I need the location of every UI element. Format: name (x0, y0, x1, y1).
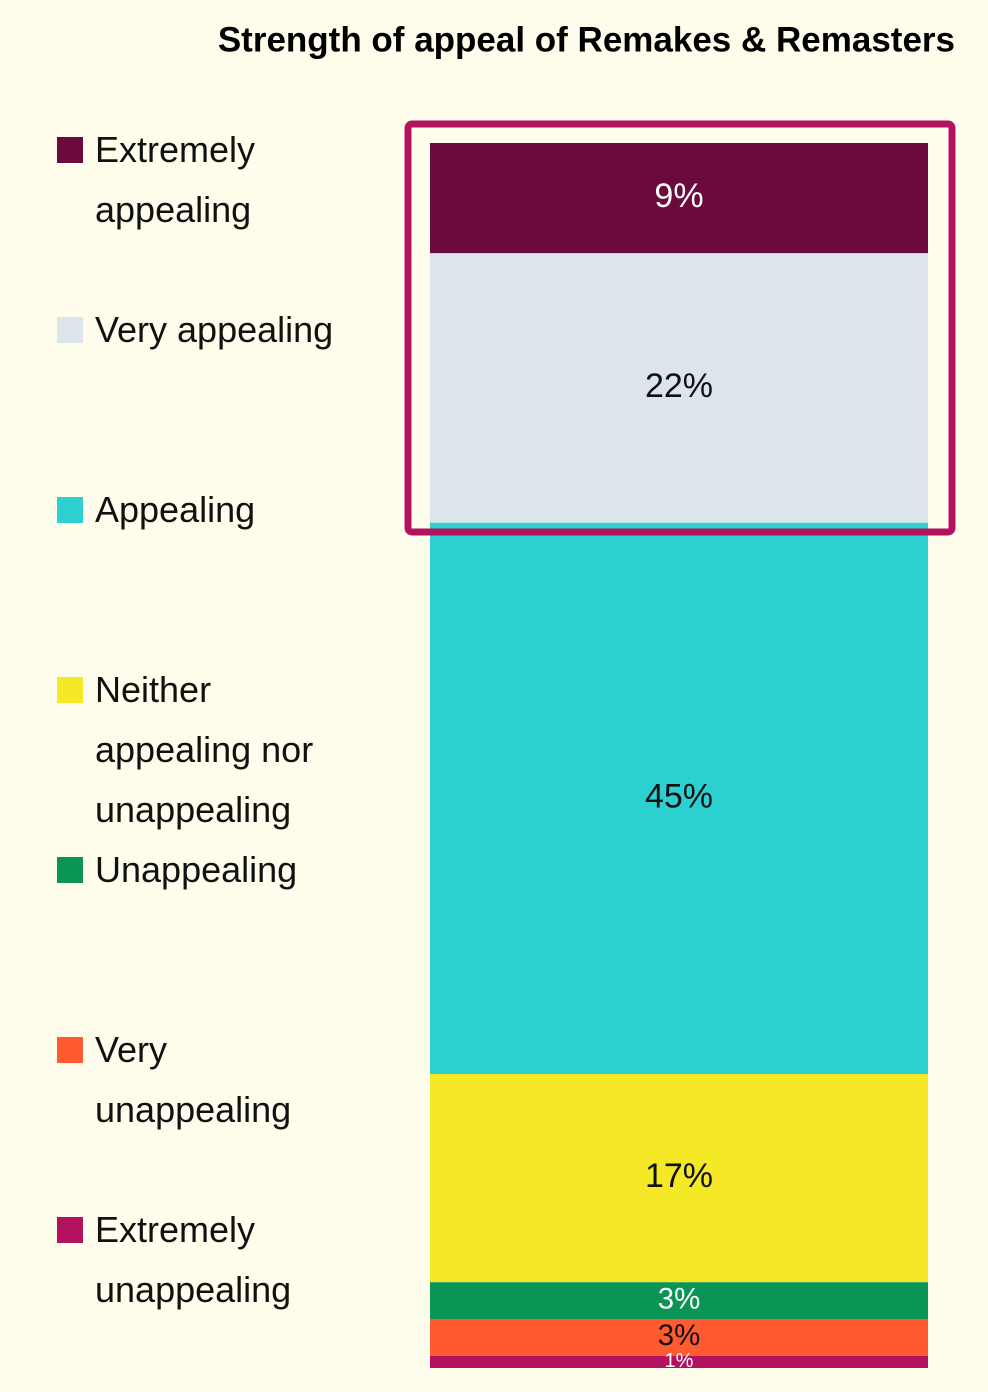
legend-swatch (57, 497, 83, 523)
bar-segment (430, 1355, 928, 1368)
bar-segment (430, 1282, 928, 1319)
bar-segment (430, 1319, 928, 1356)
legend-label: Neither appealing nor unappealing (95, 669, 314, 830)
legend-swatch (57, 857, 83, 883)
bar-segment (430, 522, 928, 1074)
legend-item: Appealing (57, 480, 387, 540)
legend-swatch (57, 317, 83, 343)
data-label: 17% (645, 1157, 713, 1195)
legend-label: Very appealing (95, 309, 334, 350)
legend-item: Unappealing (57, 840, 387, 900)
legend-swatch (57, 137, 83, 163)
data-label: 9% (654, 177, 703, 215)
legend-label: Appealing (95, 489, 256, 530)
legend-label: Extremely appealing (95, 129, 256, 230)
legend-item: Neither appealing nor unappealing (57, 660, 387, 840)
legend-label: Very unappealing (95, 1029, 292, 1130)
highlight-frame (404, 120, 956, 536)
legend-item: Very unappealing (57, 1020, 387, 1140)
data-label: 22% (645, 367, 713, 405)
bar-segment (430, 1074, 928, 1283)
legend-swatch (57, 1037, 83, 1063)
legend-item: Extremely unappealing (57, 1200, 387, 1320)
data-label: 3% (658, 1319, 700, 1352)
legend-label: Extremely unappealing (95, 1209, 292, 1310)
legend-item: Very appealing (57, 300, 387, 360)
data-label: 45% (645, 777, 713, 815)
legend-item: Extremely appealing (57, 120, 387, 240)
data-label: 1% (665, 1350, 694, 1372)
bar-segment (430, 143, 928, 254)
legend-label: Unappealing (95, 849, 298, 890)
data-label: 3% (658, 1282, 700, 1315)
bar-segment (430, 253, 928, 523)
legend-swatch (57, 677, 83, 703)
legend-swatch (57, 1217, 83, 1243)
chart-title: Strength of appeal of Remakes & Remaster… (218, 20, 955, 59)
